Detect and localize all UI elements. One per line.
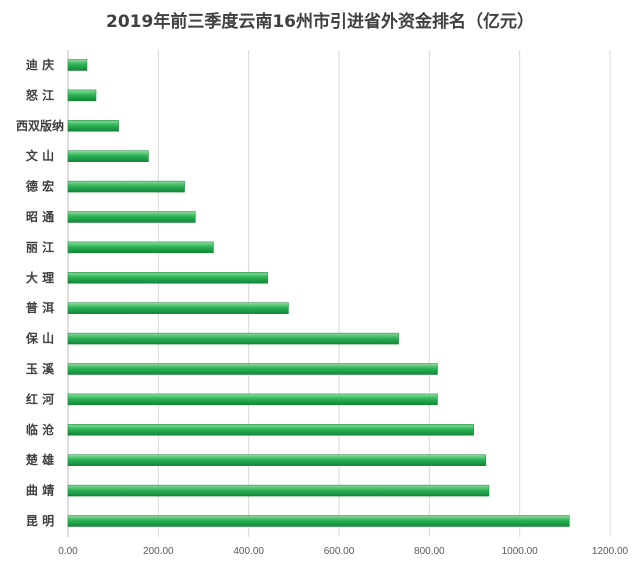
bars: [67, 59, 570, 527]
bar: [67, 211, 196, 223]
category-label: 楚 雄: [25, 452, 54, 467]
bar: [67, 120, 119, 132]
category-label: 临 沧: [26, 422, 54, 437]
x-tick-label: 800.00: [414, 546, 445, 557]
category-label: 昭 通: [26, 209, 54, 224]
category-label: 红 河: [26, 391, 54, 406]
category-label: 德 宏: [26, 179, 54, 194]
category-label: 西双版纳: [16, 118, 64, 133]
bar: [67, 272, 268, 284]
chart-title: 2019年前三季度云南16州市引进省外资金排名（亿元）: [106, 11, 534, 32]
bar: [67, 454, 487, 466]
x-tick-label: 200.00: [143, 546, 174, 557]
x-tick-label: 600.00: [324, 546, 355, 557]
x-tick-label: 1200.00: [592, 546, 629, 557]
bar: [67, 424, 474, 436]
category-label: 文 山: [26, 148, 54, 163]
bar: [67, 515, 570, 527]
category-label: 保 山: [25, 331, 54, 346]
bar: [67, 332, 399, 345]
bar: [67, 180, 185, 193]
bar: [67, 393, 438, 406]
x-tick-labels: 0.00 200.00 400.00 600.00 800.00 1000.00 1200.…: [58, 546, 628, 557]
bar: [67, 484, 490, 497]
x-tick-label: 400.00: [233, 546, 264, 557]
category-label: 普 洱: [26, 300, 54, 315]
bar: [67, 241, 214, 254]
category-label: 迪 庆: [26, 57, 54, 72]
category-label: 昆 明: [26, 514, 54, 528]
bar: [67, 363, 438, 375]
x-tick-label: 0.00: [58, 546, 78, 557]
category-label: 大 理: [26, 270, 54, 285]
bar: [67, 150, 149, 162]
category-label: 怒 江: [26, 87, 54, 102]
bar: [67, 302, 289, 314]
bar: [67, 89, 97, 102]
category-label: 曲 靖: [26, 483, 54, 498]
category-label: 丽 江: [26, 239, 54, 254]
x-tick-label: 1000.00: [502, 546, 539, 557]
category-label: 玉 溪: [26, 361, 55, 376]
bar: [67, 59, 88, 71]
